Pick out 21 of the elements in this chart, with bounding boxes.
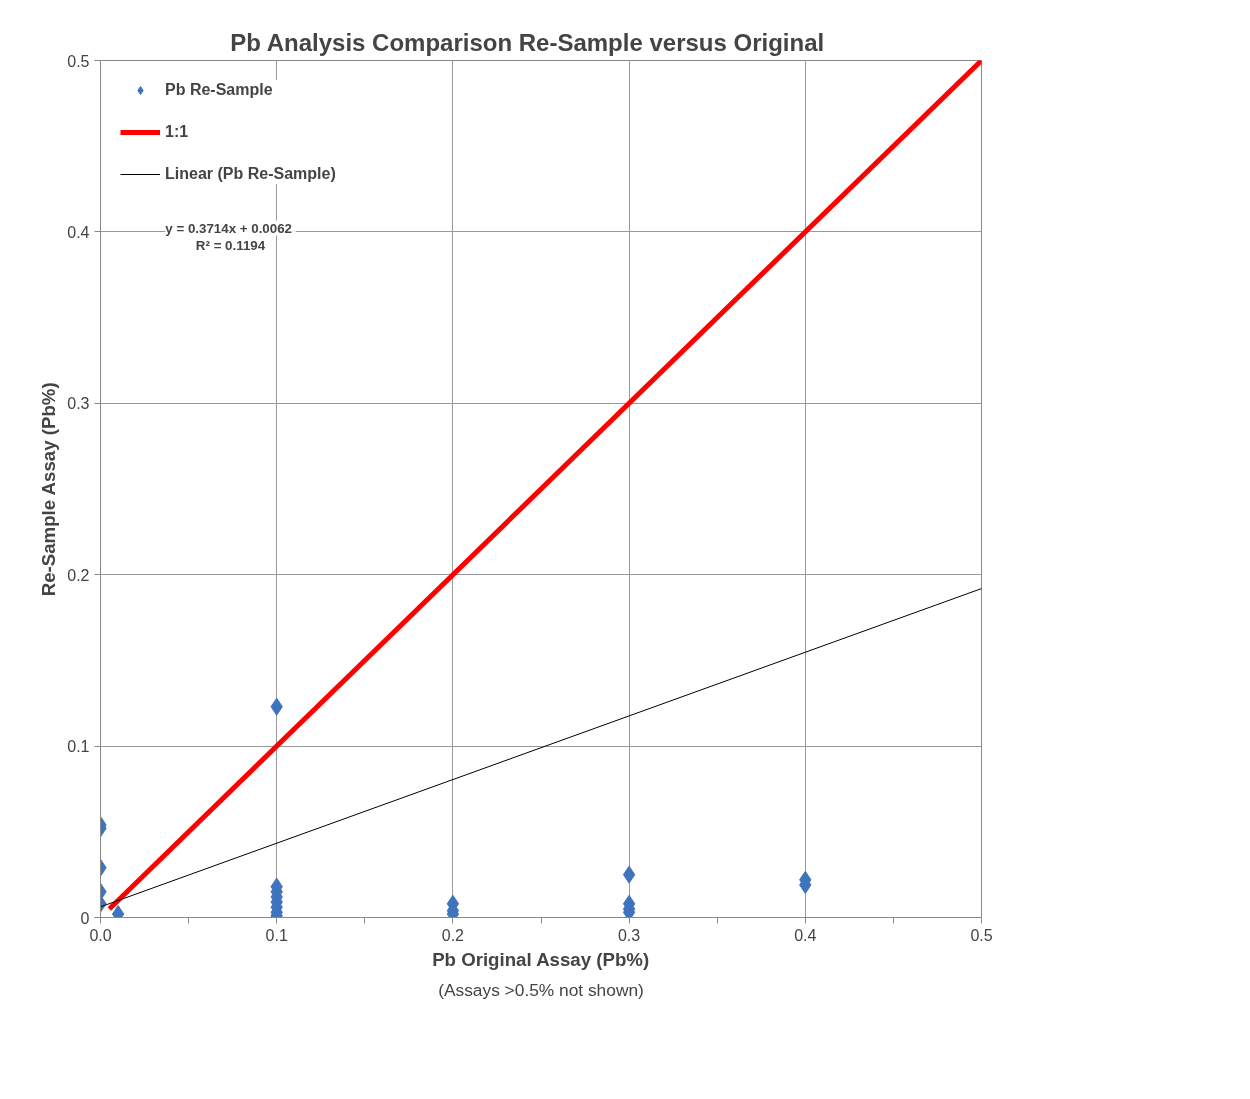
x-tick-label: 0.0 [89,926,112,944]
x-tick-label: 0.1 [265,926,288,944]
y-tick-label: 0.3 [67,395,90,413]
legend-label: 1:1 [165,123,189,141]
legend-label: Linear (Pb Re-Sample) [165,165,336,183]
chart-title: Pb Analysis Comparison Re-Sample versus Original [230,28,825,56]
annotation: y = 0.3714x + 0.0062 [165,220,293,236]
y-tick-label: 0.5 [67,52,90,70]
x-tick-label: 0.2 [441,926,465,944]
x-tick-label: 0.5 [970,926,993,944]
y-tick-label: 0 [80,909,90,927]
x-axis-title: Pb Original Assay (Pb%) [432,948,650,970]
x-tick-label: 0.4 [794,926,817,944]
annotation: R² = 0.1194 [195,237,266,253]
text: (Assays >0.5% not shown) [438,979,644,1000]
y-tick-label: 0.1 [67,738,90,756]
y-tick-label: 0.2 [67,566,90,584]
y-tick-label: 0.4 [67,223,90,241]
legend-label: Pb Re-Sample [165,81,273,99]
x-tick-label: 0.3 [617,926,641,944]
y-axis-title: Re-Sample Assay (Pb%) [38,382,60,597]
